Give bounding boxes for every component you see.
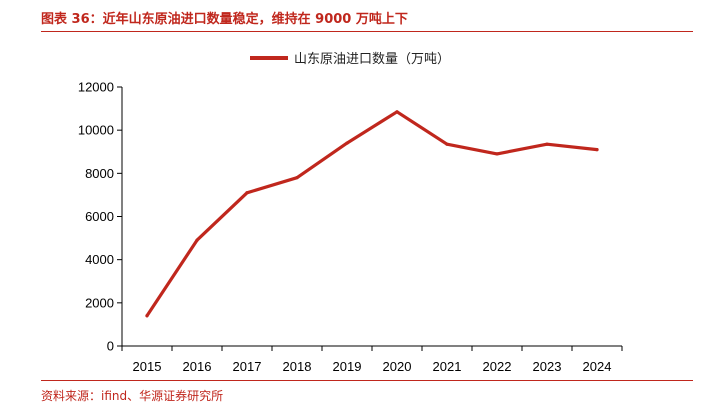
x-tick-label: 2023 [533,359,562,374]
x-tick-label: 2021 [433,359,462,374]
title-divider [41,31,693,32]
x-tick-label: 2017 [233,359,262,374]
data-point [545,142,549,146]
data-point [395,110,399,114]
y-tick-label: 6000 [85,209,114,224]
legend-label: 山东原油进口数量（万吨） [294,51,450,66]
x-axis: 2015 2016 2017 2018 2019 2020 2021 2022 2023 2024 [121,345,623,374]
x-tick-label: 2022 [483,359,512,374]
x-tick-label: 2015 [133,359,162,374]
y-axis: 0 2000 4000 6000 8000 10000 12000 [78,80,123,354]
data-point [445,142,449,146]
data-point [345,141,349,145]
data-point [145,314,149,318]
data-point [195,238,199,242]
source-divider [41,380,693,381]
x-tick-label: 2019 [333,359,362,374]
source-note: 资料来源：ifind、华源证券研究所 [41,389,224,403]
series-layer [145,110,599,318]
y-tick-label: 12000 [78,80,114,95]
data-point [295,176,299,180]
y-tick-label: 10000 [78,123,114,138]
y-tick-label: 0 [107,339,114,354]
data-point [595,147,599,152]
y-tick-label: 4000 [85,252,114,267]
data-point [495,152,499,156]
data-point [245,191,249,195]
legend: 山东原油进口数量（万吨） [250,51,450,66]
y-tick-label: 2000 [85,295,114,310]
x-tick-label: 2020 [383,359,412,374]
x-tick-label: 2018 [283,359,312,374]
x-tick-label: 2024 [583,359,612,374]
x-tick-label: 2016 [183,359,212,374]
y-tick-label: 8000 [85,166,114,181]
figure-title: 图表 36：近年山东原油进口数量稳定，维持在 9000 万吨上下 [41,12,408,27]
series-line [145,110,599,318]
